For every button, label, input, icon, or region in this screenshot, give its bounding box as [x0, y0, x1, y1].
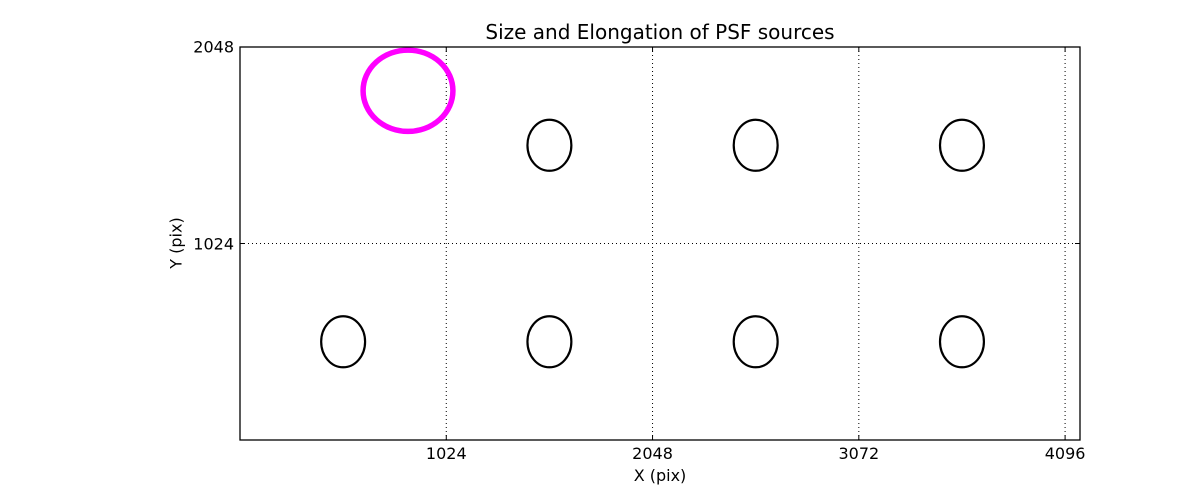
y-tick-label: 2048: [193, 37, 234, 57]
y-axis-label: Y (pix): [166, 217, 186, 269]
x-tick-label: 3072: [838, 444, 880, 463]
chart-title: Size and Elongation of PSF sources: [485, 20, 835, 44]
psf-source: [526, 118, 573, 172]
psf-source: [732, 315, 779, 369]
psf-source: [320, 315, 367, 369]
x-axis-label: X (pix): [633, 466, 687, 485]
x-tick-label: 4096: [1044, 444, 1086, 463]
psf-source: [732, 118, 779, 172]
psf-source: [938, 315, 986, 369]
psf-source: [938, 118, 986, 172]
psf-source: [526, 315, 573, 369]
flagged-psf-source: [360, 47, 456, 135]
y-tick-label: 1024: [193, 234, 234, 253]
x-tick-label: 1024: [425, 444, 467, 463]
x-tick-label: 2048: [632, 444, 673, 463]
